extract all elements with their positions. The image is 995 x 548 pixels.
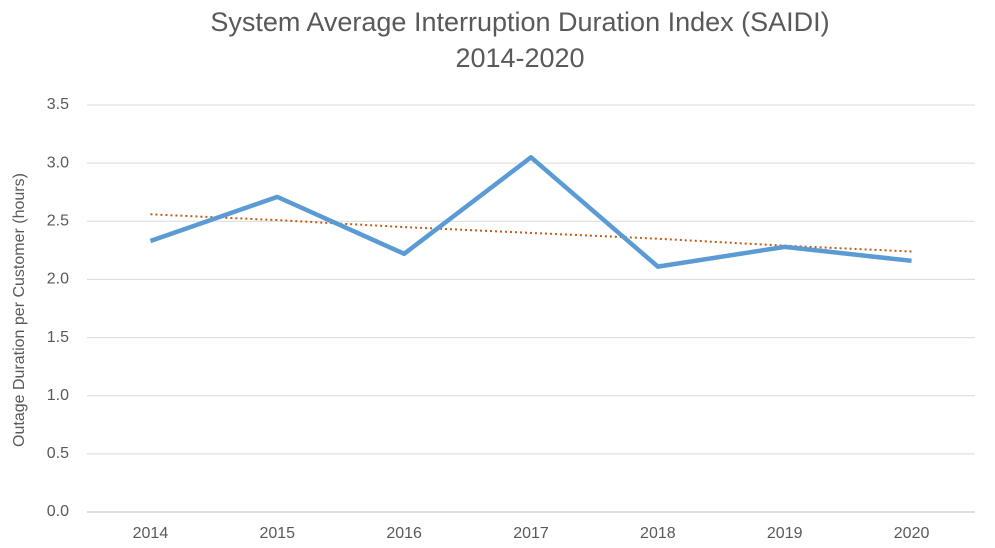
y-tick-label: 0.0 [47,503,69,520]
x-tick-label: 2019 [767,525,803,542]
y-tick-label: 2.5 [47,213,69,230]
data-line [149,155,912,269]
y-tick-label: 1.0 [47,387,69,404]
x-tick-label: 2017 [513,525,549,542]
chart-subtitle: 2014-2020 [455,43,584,73]
x-tick-label: 2020 [894,525,930,542]
y-tick-label: 3.5 [47,96,69,113]
x-tick-label: 2014 [133,525,169,542]
x-tick-label: 2016 [386,525,422,542]
y-tick-label: 2.0 [47,271,69,288]
trendline [150,213,912,253]
x-tick-label: 2015 [259,525,295,542]
y-tick-label: 3.0 [47,154,69,171]
y-tick-label: 1.5 [47,329,69,346]
y-axis-label: Outage Duration per Customer (hours) [11,173,28,447]
chart-title: System Average Interruption Duration Ind… [210,7,829,37]
x-tick-label: 2018 [640,525,676,542]
y-tick-label: 0.5 [47,445,69,462]
